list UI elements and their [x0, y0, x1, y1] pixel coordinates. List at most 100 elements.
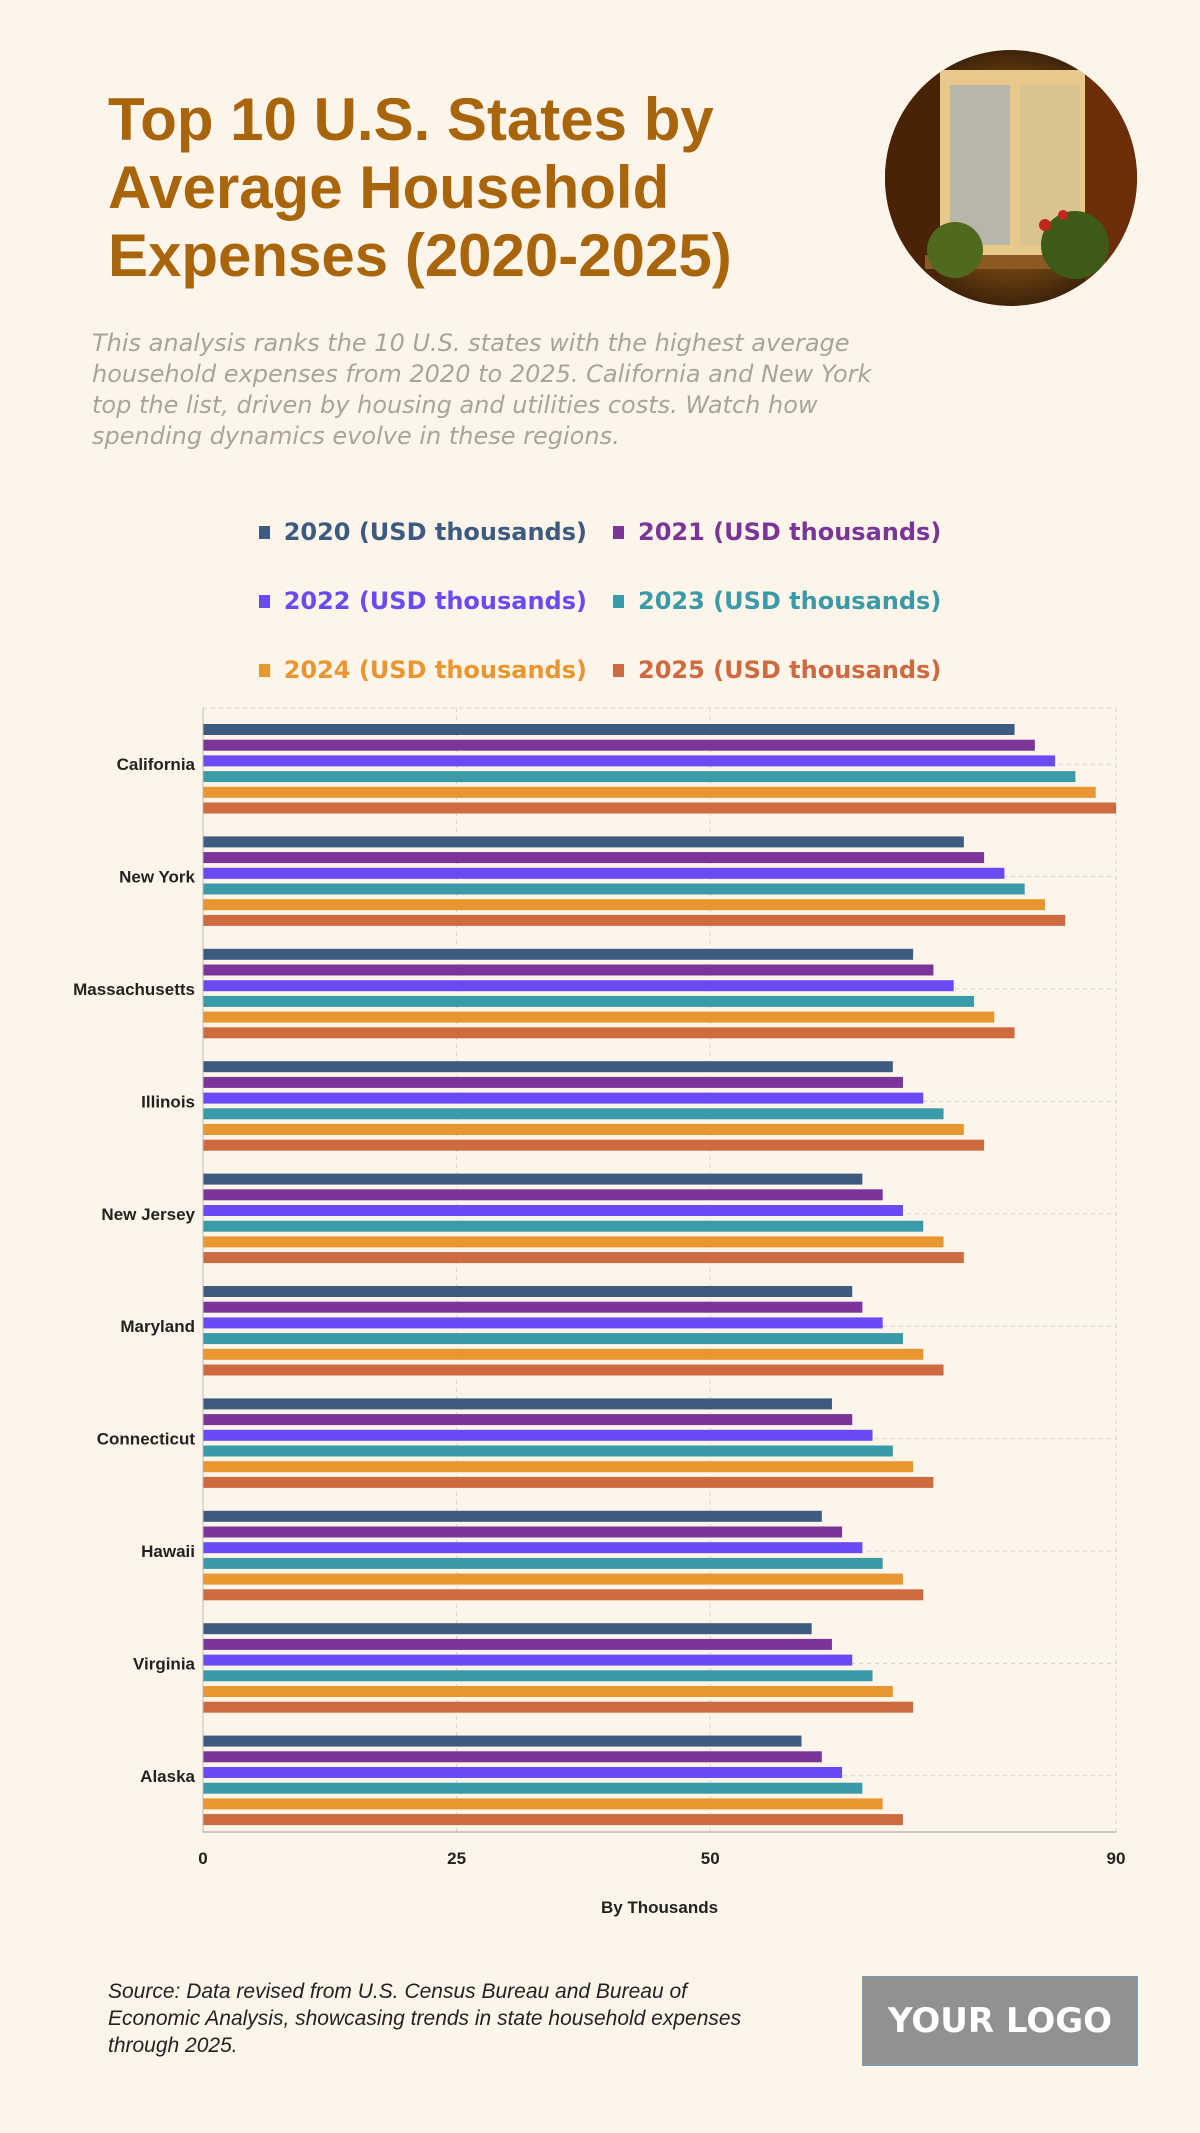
legend-item[interactable]: 2021 (USD thousands) — [613, 518, 941, 546]
bar — [203, 1301, 863, 1313]
bar — [203, 1623, 812, 1635]
bar — [203, 1542, 863, 1554]
bar — [203, 1317, 883, 1329]
bar — [203, 1124, 964, 1135]
bar — [203, 980, 954, 992]
window-plants-image — [885, 60, 1137, 280]
page-title: Top 10 U.S. States by Average Household … — [108, 86, 732, 289]
bar — [203, 1670, 873, 1682]
bar — [203, 1701, 914, 1713]
x-tick-label: 90 — [1107, 1849, 1126, 1868]
legend-row: 2022 (USD thousands) 2023 (USD thousands) — [0, 587, 1200, 615]
bar — [203, 1573, 903, 1585]
bar — [203, 1638, 832, 1650]
bar — [203, 914, 1066, 926]
bar — [203, 1767, 843, 1778]
legend-label: 2021 (USD thousands) — [638, 518, 942, 546]
bar — [203, 755, 1056, 767]
bar-chart: California New York Massachusetts Illinois N… — [73, 707, 1126, 1917]
legend-item[interactable]: 2024 (USD thousands) — [258, 656, 587, 684]
legend-swatch — [258, 525, 270, 539]
legend-item[interactable]: 2020 (USD thousands) — [258, 518, 587, 546]
bar — [203, 1461, 914, 1473]
category-label: Connecticut — [97, 1430, 196, 1449]
bar — [203, 1364, 944, 1376]
bar — [203, 771, 1076, 783]
bar — [203, 899, 1045, 911]
category-label: New York — [119, 868, 195, 887]
bar — [203, 1252, 964, 1264]
legend-item[interactable]: 2025 (USD thousands) — [613, 656, 941, 684]
description: This analysis ranks the 10 U.S. states w… — [92, 329, 872, 450]
bar — [203, 1654, 853, 1666]
category-label: Virginia — [133, 1654, 196, 1673]
bar — [203, 1686, 893, 1697]
bar — [203, 802, 1116, 814]
bar — [203, 964, 934, 976]
bar — [203, 1510, 822, 1522]
bar — [203, 1751, 822, 1763]
bar — [203, 1236, 944, 1248]
legend-swatch — [613, 525, 624, 539]
bar — [203, 1286, 853, 1297]
x-tick-label: 25 — [447, 1849, 466, 1868]
bar — [203, 739, 1035, 751]
category-label: Illinois — [141, 1092, 195, 1111]
logo-placeholder: YOUR LOGO — [862, 1976, 1138, 2066]
bar — [203, 1429, 873, 1441]
legend-label: 2025 (USD thousands) — [638, 656, 942, 684]
category-label: Massachusetts — [73, 980, 195, 999]
bar — [203, 1348, 924, 1360]
bar — [203, 1445, 893, 1457]
bar — [203, 883, 1025, 895]
legend-label: 2022 (USD thousands) — [283, 587, 587, 615]
bar — [203, 1476, 934, 1488]
bar — [203, 1092, 924, 1104]
bar — [203, 1798, 883, 1810]
bar — [203, 948, 914, 960]
legend-row: 2020 (USD thousands) 2021 (USD thousands) — [0, 518, 1200, 546]
bar — [203, 1782, 863, 1794]
x-tick-label: 50 — [701, 1849, 720, 1868]
category-label: Alaska — [140, 1767, 195, 1786]
bar — [203, 1333, 903, 1345]
bar — [203, 786, 1096, 798]
bar — [203, 1557, 883, 1569]
bar — [203, 1814, 903, 1826]
bar — [203, 1061, 893, 1073]
bar — [203, 1011, 995, 1023]
header-photo — [885, 50, 1137, 306]
bar — [203, 1589, 924, 1601]
bar — [203, 1027, 1015, 1039]
legend-item[interactable]: 2022 (USD thousands) — [258, 587, 587, 615]
bar — [203, 1220, 924, 1232]
bar — [203, 995, 974, 1007]
bar — [203, 1108, 944, 1120]
bar — [203, 1414, 853, 1426]
legend-swatch — [613, 663, 624, 677]
legend-swatch — [258, 663, 270, 677]
bar — [203, 867, 1005, 879]
category-label: California — [117, 755, 196, 774]
bar — [203, 1173, 863, 1185]
category-label: Maryland — [120, 1317, 195, 1336]
bar — [203, 1189, 883, 1201]
bar — [203, 1205, 903, 1216]
legend-swatch — [258, 594, 270, 608]
bar — [203, 1735, 802, 1747]
bar — [203, 836, 964, 848]
x-axis-title: By Thousands — [601, 1898, 718, 1917]
category-label: Hawaii — [141, 1542, 195, 1561]
legend-label: 2023 (USD thousands) — [638, 587, 942, 615]
bar — [203, 1398, 832, 1410]
legend-item[interactable]: 2023 (USD thousands) — [613, 587, 941, 615]
bar — [203, 724, 1015, 735]
x-tick-label: 0 — [198, 1849, 207, 1868]
bar — [203, 1076, 903, 1088]
legend-label: 2024 (USD thousands) — [283, 656, 587, 684]
source-note: Source: Data revised from U.S. Census Bu… — [108, 1980, 742, 2057]
bar — [203, 852, 985, 864]
bar — [203, 1139, 985, 1151]
legend-row: 2024 (USD thousands) 2025 (USD thousands) — [0, 656, 1200, 684]
bar — [203, 1526, 843, 1538]
